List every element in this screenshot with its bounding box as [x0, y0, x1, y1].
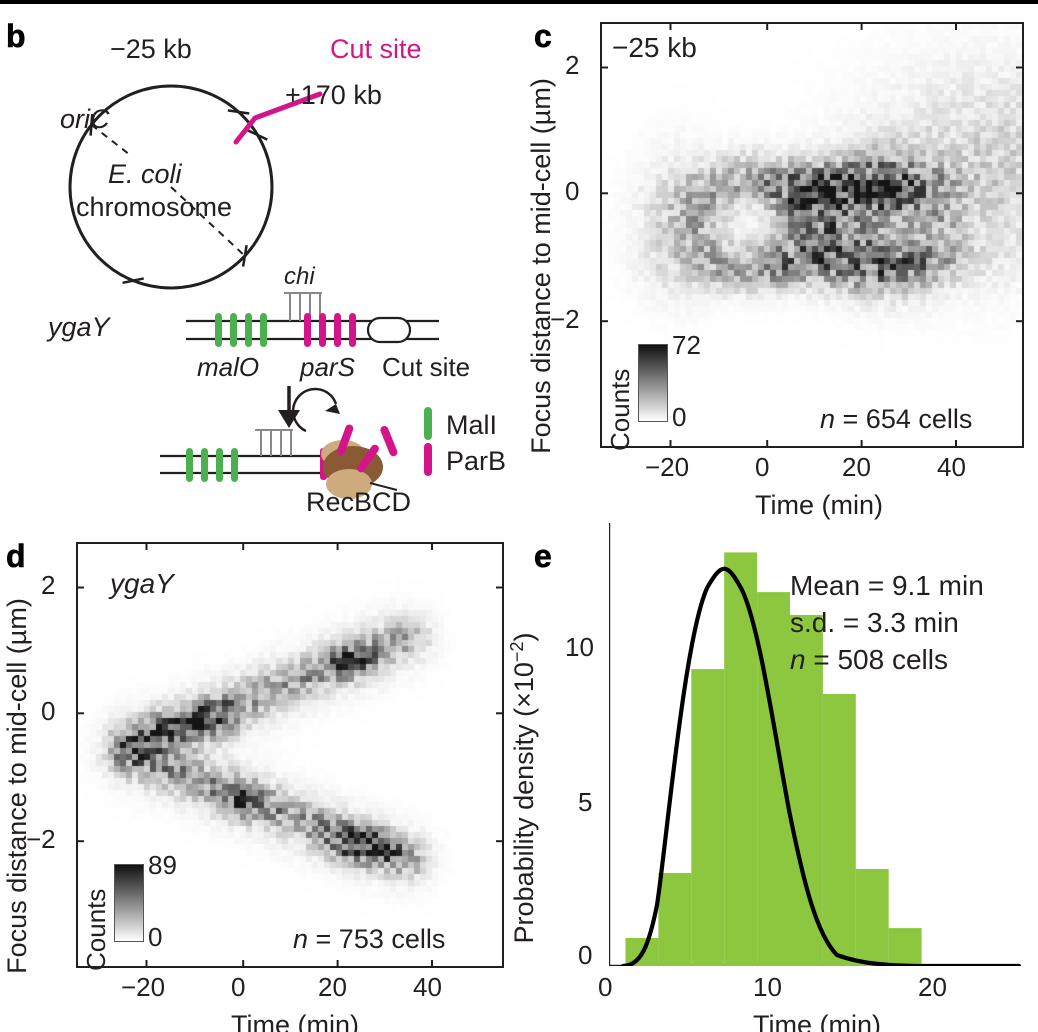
svg-text:chromosome: chromosome — [76, 192, 232, 222]
svg-text:oriC: oriC — [60, 104, 110, 134]
svg-text:+170 kb: +170 kb — [285, 80, 382, 110]
svg-text:ParB: ParB — [446, 446, 506, 476]
svg-text:ygaY: ygaY — [46, 312, 112, 342]
svg-text:Cut site: Cut site — [330, 36, 422, 64]
svg-text:MalI: MalI — [446, 410, 497, 440]
svg-text:chi: chi — [284, 263, 315, 290]
svg-text:parS: parS — [299, 352, 356, 382]
svg-text:−25 kb: −25 kb — [110, 36, 192, 64]
svg-text:RecBCD: RecBCD — [306, 487, 411, 517]
svg-text:Cut site: Cut site — [382, 352, 470, 382]
svg-text:malO: malO — [197, 352, 259, 382]
svg-text:E. coli: E. coli — [108, 159, 183, 189]
